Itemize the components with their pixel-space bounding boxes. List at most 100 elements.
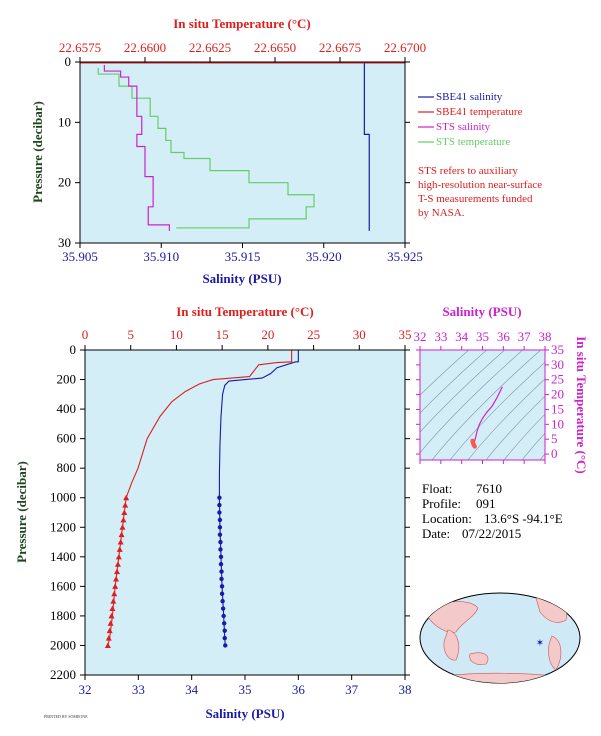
salinity-marker [217, 495, 222, 500]
legend-sbe41-salinity: SBE41 salinity [436, 91, 503, 103]
main-pressure-tick-label: 1400 [50, 549, 76, 564]
ts-temp-tick-label: 20 [551, 387, 564, 402]
salinity-marker [219, 591, 225, 596]
salinity-marker [219, 576, 224, 582]
density-contour [420, 350, 524, 454]
salinity-marker [217, 532, 223, 537]
note-line-1: STS refers to auxiliary [418, 165, 518, 177]
top-sal-tick-label: 35.920 [306, 249, 342, 264]
main-temp-tick-label: 25 [307, 327, 320, 342]
ts-sal-tick-label: 38 [539, 329, 552, 344]
ts-marker [472, 444, 477, 449]
top-sts-salinity-line [103, 65, 170, 231]
temperature-marker [121, 509, 128, 515]
note-line-4: by NASA. [418, 207, 465, 219]
salinity-marker [218, 547, 223, 552]
date-label: Date: [422, 526, 450, 541]
temperature-marker [105, 635, 112, 641]
land-south-america [548, 635, 562, 671]
temperature-marker [114, 568, 120, 575]
salinity-marker [217, 502, 222, 508]
top-sbe41-salinity-line [363, 62, 370, 231]
legend-sts-salinity: STS salinity [436, 121, 491, 133]
ts-temp-tick-label: 15 [551, 401, 564, 416]
top-temp-tick-label: 22.6575 [59, 40, 101, 55]
main-pressure-tick-label: 800 [57, 460, 77, 475]
main-pressure-tick-label: 200 [57, 372, 77, 387]
temperature-marker [109, 605, 116, 612]
ts-density-contours [420, 350, 545, 460]
main-pressure-tick-label: 2000 [50, 637, 76, 652]
density-contour [449, 361, 545, 460]
ts-temp-tick-label: 30 [551, 357, 564, 372]
float-label: Float: [422, 481, 452, 496]
salinity-marker [218, 554, 224, 560]
temperature-marker [112, 583, 119, 589]
main-temp-axis-label: In situ Temperature (°C) [176, 304, 314, 319]
footer-text: PRINTED BY SOMEONE [44, 714, 88, 719]
main-pressure-tick-label: 400 [57, 401, 77, 416]
main-series-group [104, 350, 299, 648]
temperature-marker [108, 612, 115, 619]
main-sal-tick-label: 33 [132, 682, 145, 697]
salinity-marker [217, 510, 222, 515]
main-sal-tick-label: 35 [239, 682, 252, 697]
top-sal-tick-label: 35.915 [225, 249, 261, 264]
top-sts-temperature-line [97, 68, 315, 229]
main-pressure-tick-label: 1600 [50, 578, 76, 593]
legend-sbe41-temperature: SBE41 temperature [436, 106, 523, 118]
ts-sal-tick-label: 34 [455, 329, 469, 344]
land-australia [469, 652, 489, 665]
top-pressure-tick-label: 30 [58, 235, 71, 250]
temperature-marker [106, 627, 113, 634]
location-value: 13.6°S -94.1°E [484, 511, 563, 526]
temperature-marker [110, 598, 117, 604]
density-contour [521, 432, 545, 460]
density-contour [467, 378, 545, 460]
temperature-marker [104, 642, 111, 648]
salinity-marker [217, 525, 223, 530]
top-pressure-tick-label: 20 [58, 175, 71, 190]
legend: SBE41 salinity SBE41 temperature STS sal… [418, 91, 542, 219]
main-temp-tick-label: 30 [353, 327, 366, 342]
main-pressure-tick-label: 1000 [50, 490, 76, 505]
temperature-marker [113, 575, 120, 582]
salinity-marker [223, 643, 228, 648]
main-temp-tick-label: 20 [261, 327, 274, 342]
top-pressure-axis-label: Pressure (decibar) [30, 101, 45, 203]
top-temp-tick-label: 22.6700 [384, 40, 426, 55]
top-sal-tick-label: 35.910 [143, 249, 179, 264]
density-contour [539, 453, 545, 460]
density-contour [420, 350, 506, 433]
main-sal-tick-label: 36 [292, 682, 306, 697]
salinity-marker [217, 517, 223, 523]
note-line-2: high-resolution near-surface [418, 179, 542, 191]
main-pressure-tick-label: 600 [57, 431, 77, 446]
main-sal-tick-label: 38 [399, 682, 412, 697]
date-value: 07/22/2015 [462, 526, 521, 541]
salinity-marker [220, 606, 226, 611]
top-panel: 35.905 35.910 35.915 35.920 35.925 22.6575 22.… [30, 16, 426, 286]
float-value: 7610 [476, 481, 502, 496]
ts-sal-tick-label: 37 [518, 329, 532, 344]
main-pressure-axis-label: Pressure (decibar) [14, 461, 29, 563]
salinity-marker [218, 539, 223, 545]
note-line-3: T-S measurements funded [418, 193, 533, 205]
legend-sts-temperature: STS temperature [436, 136, 510, 148]
ts-temp-tick-label: 0 [551, 446, 558, 461]
ts-series-group [470, 386, 503, 449]
float-location-marker-icon: ✶ [536, 638, 544, 649]
temperature-marker [107, 620, 114, 626]
temperature-marker [114, 561, 121, 567]
ts-sal-axis-label: Salinity (PSU) [442, 304, 521, 319]
main-pressure-tick-label: 1200 [50, 519, 76, 534]
profile-value: 091 [476, 496, 496, 511]
profile-label: Profile: [422, 496, 461, 511]
salinity-marker [221, 613, 226, 619]
salinity-marker [219, 569, 224, 574]
main-sal-axis-label: Salinity (PSU) [205, 706, 284, 721]
main-pressure-tick-label: 2200 [50, 667, 76, 682]
